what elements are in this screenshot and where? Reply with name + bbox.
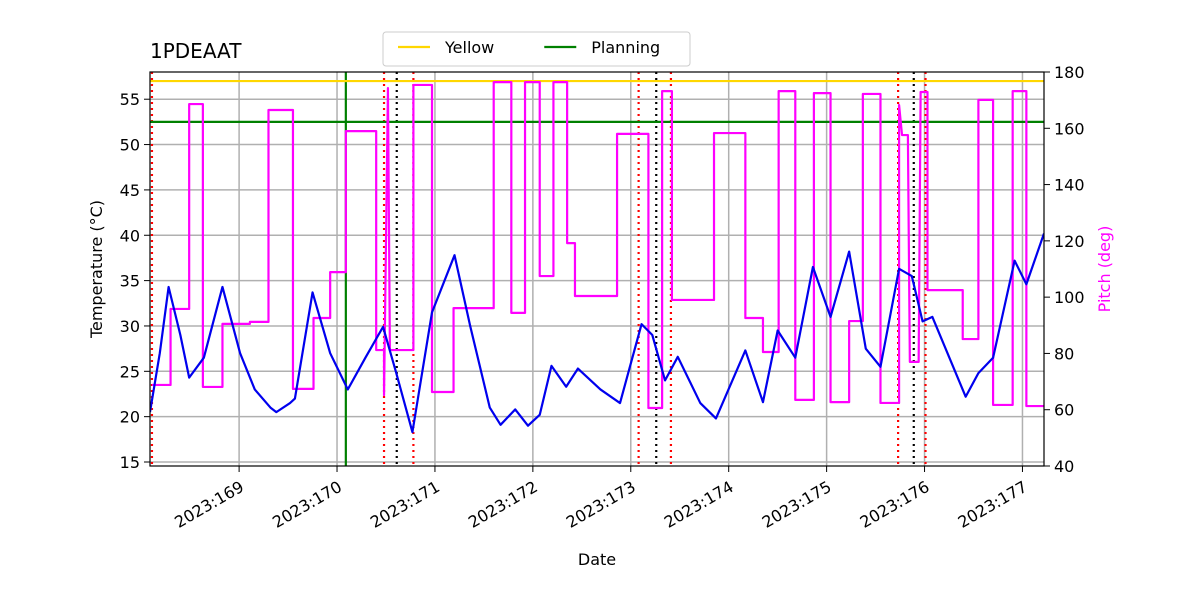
x-tick-label: 2023:176 [857,477,933,532]
series-line [151,81,1044,410]
y-axis-label: Temperature (°C) [87,200,106,339]
x-tick-label: 2023:177 [955,477,1031,532]
y-tick-label: 35 [120,272,140,291]
chart-title: 1PDEAAT [150,39,242,63]
y2-tick-label: 120 [1054,232,1085,251]
x-tick-label: 2023:169 [171,477,247,532]
legend-label: Planning [591,38,660,57]
x-tick-label: 2023:173 [563,477,639,532]
y2-tick-label: 80 [1054,344,1074,363]
y-tick-label: 40 [120,226,140,245]
x-tick-label: 2023:172 [465,477,541,532]
y2-tick-label: 40 [1054,457,1074,476]
x-tick-label: 2023:170 [269,477,345,532]
y-tick-label: 45 [120,181,140,200]
y2-tick-label: 180 [1054,63,1085,82]
x-tick-label: 2023:175 [759,477,835,532]
legend-label: Yellow [444,38,494,57]
x-tick-label: 2023:174 [661,477,737,532]
plot-area [150,72,1044,466]
x-tick-label: 2023:171 [367,477,443,532]
y2-axis-label: Pitch (deg) [1095,226,1114,313]
y2-tick-label: 100 [1054,288,1085,307]
legend-box [382,31,691,67]
y-tick-label: 25 [120,362,140,381]
y2-tick-label: 140 [1054,176,1085,195]
legend: Yellow Planning [382,31,691,67]
series-line [150,233,1044,434]
y-tick-label: 50 [120,136,140,155]
axes-frame [149,71,1045,467]
x-axis-label: Date [578,550,616,569]
y-tick-label: 20 [120,408,140,427]
y2-tick-label: 60 [1054,401,1074,420]
y-tick-label: 30 [120,317,140,336]
y-tick-label: 15 [120,453,140,472]
y-tick-label: 55 [120,90,140,109]
y2-tick-label: 160 [1054,119,1085,138]
